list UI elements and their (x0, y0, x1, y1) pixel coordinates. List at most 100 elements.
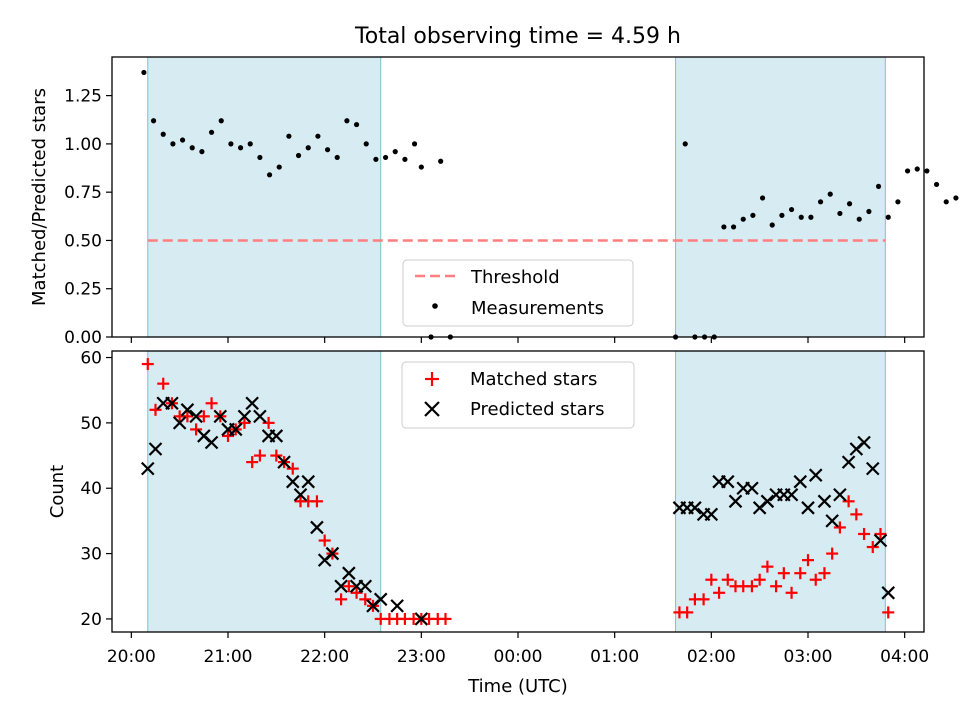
top-ytick-label: 1.00 (64, 135, 102, 155)
xtick-label: 23:00 (397, 647, 446, 667)
top-y-axis-label: Matched/Predicted stars (29, 88, 50, 306)
measurement-point (373, 156, 379, 162)
measurement-point (402, 156, 408, 162)
xtick-label: 20:00 (107, 647, 156, 667)
predicted-star-point (358, 579, 373, 594)
measurement-point (382, 154, 389, 161)
measurement-point (392, 149, 398, 155)
measurement-point (750, 212, 756, 218)
matched-star-point (439, 612, 452, 625)
matched-star-point (246, 456, 259, 469)
measurement-point (228, 141, 234, 147)
top-panel: 0.00 0.25 0.50 0.75 1.00 1.25 Matched/Predict… (29, 56, 959, 348)
top-ytick-label: 0.75 (64, 183, 102, 203)
chart-title: Total observing time = 4.59 h (354, 24, 681, 49)
matched-star-point (794, 567, 807, 580)
measurement-point (933, 181, 940, 188)
legend-matched-swatch (425, 372, 439, 386)
matched-star-point (882, 606, 895, 619)
predicted-star-point (801, 501, 815, 515)
measurement-point (895, 199, 901, 205)
predicted-star-point (793, 474, 808, 489)
legend-predicted-label: Predicted stars (470, 399, 604, 420)
xtick-label: 22:00 (300, 647, 349, 667)
measurement-point (759, 195, 766, 201)
matched-star-point (238, 416, 251, 429)
predicted-star-point (228, 422, 243, 437)
matched-star-point (350, 586, 363, 599)
top-ytick-label: 0.50 (64, 231, 102, 251)
matched-star-point (205, 397, 218, 410)
measurement-point (286, 133, 292, 139)
predicted-star-point (310, 520, 324, 535)
measurement-point (924, 168, 930, 174)
x-axis-label: Time (UTC) (467, 676, 568, 697)
predicted-star-point (325, 546, 340, 561)
measurement-point (305, 145, 311, 151)
measurement-point (411, 141, 418, 147)
measurement-point (170, 141, 176, 147)
measurement-point (740, 216, 746, 222)
matched-star-point (262, 416, 275, 429)
predicted-star-point (688, 501, 702, 515)
xtick-label: 02:00 (687, 647, 736, 667)
measurement-point (837, 210, 843, 217)
predicted-star-point (745, 481, 759, 496)
predicted-star-point (301, 474, 316, 489)
measurement-point (866, 208, 872, 215)
predicted-star-point (165, 396, 179, 411)
predicted-star-point (390, 599, 404, 613)
top-ytick-label: 0.25 (64, 280, 102, 300)
top-ytick-label: 1.25 (64, 87, 102, 107)
predicted-star-point (172, 416, 187, 430)
measurement-point (199, 149, 205, 155)
measurement-point (438, 158, 444, 164)
measurement-point (218, 118, 224, 124)
predicted-star-point (334, 579, 348, 594)
measurement-point (150, 118, 157, 124)
matched-star-point (222, 429, 234, 442)
xtick-label: 03:00 (784, 647, 833, 667)
measurement-point (247, 141, 253, 147)
predicted-star-point (277, 455, 291, 469)
measurement-point (682, 141, 688, 147)
matched-star-point (705, 573, 718, 586)
predicted-star-point (253, 409, 267, 424)
measurement-point (769, 222, 775, 228)
legend-predicted-swatch (424, 401, 440, 417)
predicted-star-point (760, 494, 775, 509)
measurement-point (827, 191, 833, 197)
predicted-star-point (865, 461, 880, 476)
bottom-ytick-label: 40 (80, 479, 102, 499)
matched-star-point (745, 580, 758, 593)
matched-star-point (721, 573, 734, 586)
measurement-point (237, 145, 244, 151)
measurement-point (315, 133, 321, 139)
predicted-star-point (269, 429, 284, 443)
matched-star-point (181, 410, 194, 423)
matched-star-point (770, 580, 783, 593)
predicted-star-point (237, 409, 252, 424)
matched-star-point (761, 560, 774, 573)
measurement-point (179, 137, 186, 143)
predicted-star-point (204, 435, 219, 450)
measurement-point (914, 166, 920, 172)
bottom-panel: 20 30 40 50 60 20:00 21:00 22:00 23:00 00:00 01:0… (47, 349, 929, 697)
measurement-point (324, 147, 331, 153)
matched-star-point (833, 521, 846, 534)
matched-star-point (777, 567, 790, 580)
measurement-point (160, 131, 166, 137)
xtick-label: 00:00 (494, 647, 543, 667)
matched-star-point (713, 586, 726, 599)
xtick-label: 01:00 (590, 647, 639, 667)
predicted-star-point (342, 566, 356, 580)
matched-star-point (270, 449, 283, 462)
matched-star-point (335, 593, 348, 606)
predicted-star-point (817, 494, 832, 509)
measurement-point (730, 224, 737, 230)
measurement-point (798, 214, 804, 220)
predicted-star-point (189, 409, 203, 424)
matched-star-point (318, 534, 331, 547)
predicted-star-point (285, 474, 300, 489)
